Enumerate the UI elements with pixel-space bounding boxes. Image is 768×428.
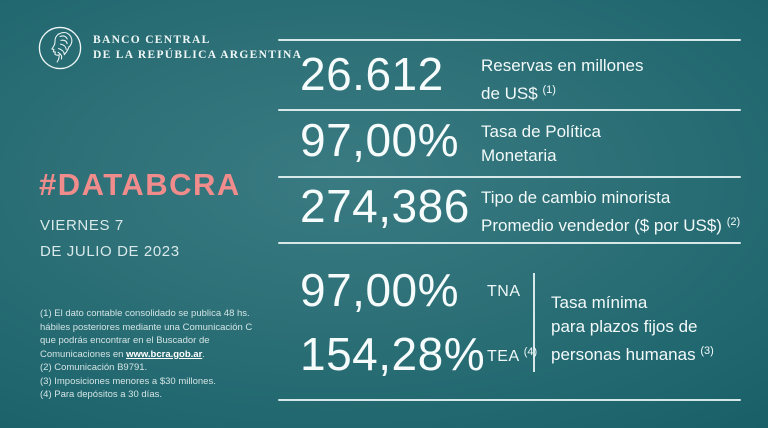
separator-line — [278, 109, 741, 111]
tea-value: 154,28% — [300, 328, 486, 380]
footnote-4: (4) Para depósitos a 30 días. — [40, 389, 162, 400]
policy-rate-value: 97,00% — [300, 114, 460, 166]
reserves-value: 26.612 — [300, 48, 444, 100]
brand-name-line1: BANCO CENTRAL — [93, 34, 211, 46]
brand-name-line2: DE LA REPÚBLICA ARGENTINA — [93, 49, 303, 61]
separator-line — [278, 242, 741, 244]
tna-label: TNA — [487, 283, 521, 300]
footnote-ref-2: (2) — [726, 216, 741, 228]
policy-rate-label: Tasa de Política Monetaria — [481, 122, 602, 165]
footnotes: (1) El dato contable consolidado se publ… — [40, 307, 260, 402]
separator-line — [278, 39, 741, 41]
exchange-rate-value: 274,386 — [300, 180, 470, 232]
separator-line — [278, 399, 741, 401]
date: VIERNES 7 DE JULIO DE 2023 — [40, 213, 180, 265]
min-rate-description: Tasa mínima para plazos fijos de persona… — [551, 293, 714, 364]
footnote-1: (1) El dato contable consolidado se publ… — [40, 308, 253, 360]
exchange-rate-label: Tipo de cambio minorista Promedio vended… — [481, 188, 741, 235]
vertical-divider — [533, 273, 535, 372]
footnote-ref-4: (4) — [523, 346, 538, 358]
reserves-label: Reservas en millones de US$ (1) — [481, 56, 644, 103]
footnote-2: (2) Comunicación B9791. — [40, 362, 148, 373]
separator-line — [278, 176, 741, 178]
date-weekday: VIERNES 7 — [40, 217, 124, 234]
bcra-website-link[interactable]: www.bcra.gob.ar — [126, 348, 203, 360]
bcra-logo-icon — [37, 25, 83, 71]
tna-value: 97,00% — [300, 264, 460, 316]
hashtag-title: #DATABCRA — [39, 167, 241, 202]
footnote-ref-3: (3) — [700, 345, 714, 357]
date-rest: DE JULIO DE 2023 — [40, 243, 180, 260]
footnote-3: (3) Imposiciones menores a $30 millones. — [40, 375, 216, 387]
brand: BANCO CENTRAL DE LA REPÚBLICA ARGENTINA — [37, 25, 302, 71]
tea-label: TEA (4) — [487, 346, 538, 365]
footnote-ref-1: (1) — [542, 84, 556, 96]
